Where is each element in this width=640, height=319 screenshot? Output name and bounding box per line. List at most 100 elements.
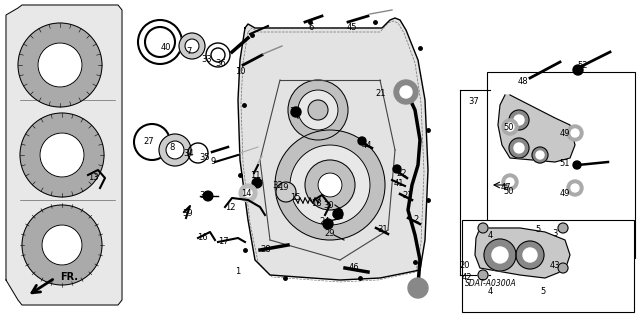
Circle shape bbox=[484, 239, 516, 271]
Circle shape bbox=[509, 110, 529, 130]
Text: 21: 21 bbox=[376, 88, 387, 98]
Circle shape bbox=[291, 107, 301, 117]
Circle shape bbox=[393, 165, 401, 173]
Circle shape bbox=[305, 160, 355, 210]
Text: 28: 28 bbox=[260, 244, 271, 254]
Text: 30: 30 bbox=[324, 201, 334, 210]
Circle shape bbox=[514, 115, 524, 125]
Text: 51: 51 bbox=[560, 159, 570, 167]
Circle shape bbox=[239, 184, 257, 202]
Circle shape bbox=[38, 43, 82, 87]
Text: 32: 32 bbox=[290, 108, 300, 116]
Text: 9: 9 bbox=[211, 158, 216, 167]
Text: 6: 6 bbox=[308, 24, 314, 33]
Circle shape bbox=[318, 173, 342, 197]
Text: 46: 46 bbox=[349, 263, 359, 272]
Polygon shape bbox=[475, 228, 570, 278]
Text: 52: 52 bbox=[578, 61, 588, 70]
Circle shape bbox=[567, 125, 583, 141]
Polygon shape bbox=[238, 18, 428, 280]
Text: 18: 18 bbox=[310, 198, 321, 207]
Circle shape bbox=[22, 205, 102, 285]
Text: 5: 5 bbox=[540, 287, 546, 296]
Text: 8: 8 bbox=[170, 144, 175, 152]
Circle shape bbox=[252, 178, 262, 188]
Text: 27: 27 bbox=[144, 137, 154, 146]
Text: 43: 43 bbox=[550, 261, 560, 270]
Text: 32: 32 bbox=[273, 181, 284, 189]
Text: 49: 49 bbox=[560, 189, 570, 198]
Bar bbox=[462, 220, 634, 312]
Circle shape bbox=[478, 223, 488, 233]
Text: 15: 15 bbox=[290, 194, 300, 203]
Text: 10: 10 bbox=[235, 68, 245, 77]
Text: 40: 40 bbox=[161, 42, 172, 51]
Circle shape bbox=[523, 248, 537, 262]
Text: 37: 37 bbox=[468, 98, 479, 107]
Text: 19: 19 bbox=[278, 183, 288, 192]
Text: 4: 4 bbox=[488, 232, 493, 241]
Text: 24: 24 bbox=[320, 218, 330, 226]
Circle shape bbox=[288, 80, 348, 140]
Text: 44: 44 bbox=[362, 140, 372, 150]
Text: 12: 12 bbox=[225, 204, 236, 212]
Text: 2: 2 bbox=[413, 216, 419, 225]
Circle shape bbox=[492, 247, 508, 263]
Text: 4: 4 bbox=[488, 287, 493, 296]
Circle shape bbox=[573, 65, 583, 75]
Text: 17: 17 bbox=[218, 238, 228, 247]
Text: 38: 38 bbox=[200, 190, 211, 199]
Circle shape bbox=[18, 23, 102, 107]
Circle shape bbox=[179, 33, 205, 59]
Text: 11: 11 bbox=[250, 170, 260, 180]
Circle shape bbox=[509, 138, 529, 158]
Circle shape bbox=[571, 184, 579, 192]
Circle shape bbox=[203, 191, 213, 201]
Text: 36: 36 bbox=[216, 58, 227, 68]
Circle shape bbox=[333, 209, 343, 219]
Circle shape bbox=[42, 225, 82, 265]
Circle shape bbox=[20, 113, 104, 197]
Circle shape bbox=[358, 137, 366, 145]
Circle shape bbox=[514, 143, 524, 153]
Circle shape bbox=[532, 147, 548, 163]
Text: 31: 31 bbox=[378, 226, 388, 234]
Text: 1: 1 bbox=[236, 268, 241, 277]
Circle shape bbox=[275, 130, 385, 240]
Circle shape bbox=[400, 86, 412, 98]
Text: 42: 42 bbox=[461, 273, 472, 283]
Text: 26: 26 bbox=[332, 209, 342, 218]
Text: 23: 23 bbox=[403, 191, 413, 201]
Circle shape bbox=[573, 161, 581, 169]
Text: 13: 13 bbox=[88, 174, 99, 182]
Text: 33: 33 bbox=[202, 56, 212, 64]
Circle shape bbox=[571, 129, 579, 137]
Circle shape bbox=[185, 39, 199, 53]
Text: SDAT-A0300A: SDAT-A0300A bbox=[465, 278, 516, 287]
Circle shape bbox=[159, 134, 191, 166]
Text: 25: 25 bbox=[252, 177, 262, 187]
Text: 39: 39 bbox=[182, 209, 193, 218]
Circle shape bbox=[502, 174, 518, 190]
Bar bbox=[487, 72, 635, 258]
Circle shape bbox=[298, 90, 338, 130]
Circle shape bbox=[323, 219, 333, 229]
Text: 49: 49 bbox=[560, 130, 570, 138]
Circle shape bbox=[567, 180, 583, 196]
Polygon shape bbox=[498, 95, 575, 162]
Polygon shape bbox=[6, 5, 122, 305]
Circle shape bbox=[290, 145, 370, 225]
Circle shape bbox=[506, 123, 514, 131]
Text: FR.: FR. bbox=[60, 272, 78, 282]
Text: 5: 5 bbox=[536, 225, 541, 234]
Circle shape bbox=[478, 270, 488, 280]
Circle shape bbox=[408, 278, 428, 298]
Text: 3: 3 bbox=[552, 229, 557, 239]
Circle shape bbox=[536, 151, 544, 159]
Circle shape bbox=[244, 189, 252, 197]
Circle shape bbox=[558, 223, 568, 233]
Circle shape bbox=[394, 80, 418, 104]
Circle shape bbox=[516, 241, 544, 269]
Circle shape bbox=[558, 263, 568, 273]
Text: 50: 50 bbox=[504, 187, 515, 196]
